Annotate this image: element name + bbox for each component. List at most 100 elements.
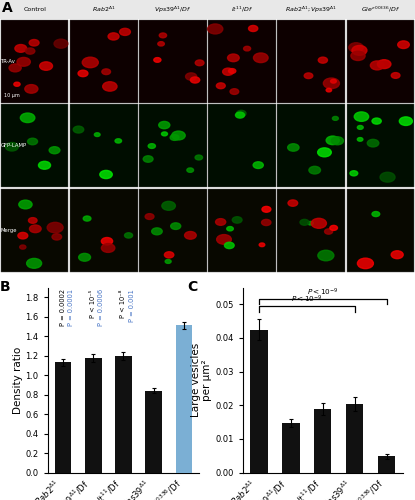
Circle shape — [326, 136, 339, 144]
Circle shape — [323, 78, 339, 88]
Text: TR-Av: TR-Av — [1, 59, 16, 64]
Circle shape — [186, 73, 197, 80]
Bar — [1, 189, 68, 272]
Circle shape — [254, 53, 268, 62]
Text: $\it{Rab2}^{\Delta1};\it{Vps39}^{\Delta1}$: $\it{Rab2}^{\Delta1};\it{Vps39}^{\Delta1… — [285, 4, 337, 15]
Circle shape — [253, 162, 263, 168]
Circle shape — [237, 110, 246, 116]
Circle shape — [49, 146, 60, 154]
Bar — [70, 104, 137, 187]
Circle shape — [352, 46, 367, 56]
Circle shape — [29, 40, 39, 46]
Text: Merge: Merge — [1, 228, 17, 233]
Circle shape — [102, 69, 110, 74]
Circle shape — [78, 254, 90, 261]
Text: Control: Control — [23, 7, 46, 12]
Circle shape — [318, 250, 334, 261]
Bar — [346, 404, 364, 472]
Circle shape — [25, 48, 35, 54]
Bar — [85, 358, 102, 472]
Bar — [208, 189, 276, 272]
Text: P = 0.0006: P = 0.0006 — [98, 290, 105, 327]
Circle shape — [195, 60, 204, 66]
Bar — [70, 189, 137, 272]
Circle shape — [40, 62, 53, 70]
Circle shape — [100, 170, 112, 178]
Text: P < 10⁻⁵: P < 10⁻⁵ — [90, 290, 96, 318]
Circle shape — [332, 116, 338, 120]
Circle shape — [288, 200, 298, 206]
Circle shape — [216, 83, 225, 88]
Circle shape — [215, 218, 226, 226]
Circle shape — [83, 216, 91, 221]
Text: C: C — [187, 280, 197, 294]
Circle shape — [288, 144, 299, 151]
Bar — [347, 20, 414, 102]
Circle shape — [230, 88, 239, 94]
Circle shape — [326, 88, 332, 92]
Circle shape — [148, 144, 156, 148]
Circle shape — [18, 232, 28, 239]
Circle shape — [195, 155, 203, 160]
Circle shape — [232, 216, 242, 223]
Text: $\it{Gie}^{e00336}/\it{Df}$: $\it{Gie}^{e00336}/\it{Df}$ — [361, 5, 400, 14]
Circle shape — [20, 245, 26, 249]
Circle shape — [308, 222, 313, 225]
Circle shape — [164, 252, 174, 258]
Circle shape — [372, 118, 381, 124]
Circle shape — [217, 234, 231, 244]
Bar — [250, 330, 268, 472]
Y-axis label: Density ratio: Density ratio — [13, 346, 23, 414]
Circle shape — [145, 214, 154, 220]
Circle shape — [325, 229, 333, 234]
Circle shape — [370, 61, 384, 70]
Circle shape — [391, 72, 400, 78]
Circle shape — [244, 46, 251, 51]
Circle shape — [398, 41, 409, 48]
Circle shape — [354, 112, 369, 122]
Circle shape — [103, 82, 117, 91]
Circle shape — [165, 260, 171, 264]
Circle shape — [380, 172, 395, 182]
Circle shape — [170, 134, 179, 140]
Circle shape — [225, 242, 234, 248]
Circle shape — [249, 26, 258, 32]
Bar — [145, 390, 162, 472]
Bar — [139, 20, 207, 102]
Circle shape — [235, 112, 244, 118]
Bar — [347, 189, 414, 272]
Circle shape — [47, 222, 63, 233]
Circle shape — [318, 57, 327, 63]
Circle shape — [108, 33, 119, 40]
Circle shape — [5, 142, 18, 151]
Circle shape — [227, 54, 239, 62]
Circle shape — [185, 232, 196, 239]
Circle shape — [227, 226, 233, 231]
Circle shape — [9, 64, 21, 72]
Circle shape — [300, 220, 309, 225]
Bar — [314, 408, 332, 472]
Bar — [70, 20, 137, 102]
Text: $\it{lt}^{11}/\it{Df}$: $\it{lt}^{11}/\it{Df}$ — [231, 5, 253, 14]
Circle shape — [330, 226, 337, 230]
Circle shape — [52, 234, 61, 240]
Bar — [378, 456, 395, 472]
Circle shape — [27, 138, 38, 145]
Circle shape — [222, 68, 234, 76]
Circle shape — [20, 113, 35, 122]
Circle shape — [262, 206, 271, 212]
Bar — [208, 104, 276, 187]
Bar — [55, 362, 71, 472]
Circle shape — [151, 228, 162, 235]
Bar — [1, 20, 68, 102]
Text: P = 0.0002: P = 0.0002 — [60, 290, 66, 327]
Text: $P < 10^{-9}$: $P < 10^{-9}$ — [291, 294, 322, 306]
Circle shape — [304, 73, 313, 78]
Circle shape — [190, 77, 200, 83]
Circle shape — [372, 212, 380, 216]
Circle shape — [143, 156, 153, 162]
Circle shape — [172, 131, 185, 140]
Circle shape — [27, 258, 42, 268]
Circle shape — [19, 200, 32, 209]
Circle shape — [349, 42, 363, 52]
